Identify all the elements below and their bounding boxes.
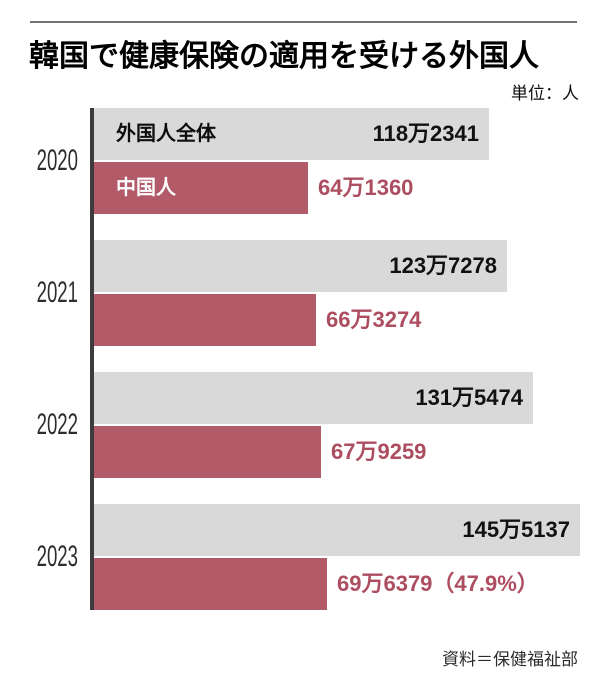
total-bar xyxy=(94,504,580,556)
total-bar-row: 123万7278 xyxy=(94,240,600,292)
chinese-bar xyxy=(94,294,316,346)
chinese-value-label: 69万6379（47.9%） xyxy=(337,571,539,596)
chinese-value-label: 64万1360 xyxy=(318,175,414,200)
chinese-bar xyxy=(94,162,308,214)
unit-label: 単位：人 xyxy=(511,84,579,103)
year-label: 2020 xyxy=(36,144,78,177)
chart-title: 韓国で健康保険の適用を受ける外国人 xyxy=(29,40,539,73)
bar-group-2022: 2022 131万5474 67万9259 xyxy=(0,372,600,478)
year-label: 2022 xyxy=(36,408,78,441)
chinese-value-label: 67万9259 xyxy=(331,439,427,464)
total-bar xyxy=(94,372,533,424)
year-label: 2021 xyxy=(36,276,78,309)
bar-group-2021: 2021 123万7278 66万3274 xyxy=(0,240,600,346)
chinese-bar-row: 67万9259 xyxy=(94,426,600,478)
source-label: 資料＝保健福祉部 xyxy=(442,650,578,669)
bar-chart: 2020 外国人全体 118万2341 中国人 64万1360 2021 123万7278 6… xyxy=(0,108,600,618)
chinese-bar-row: 69万6379（47.9%） xyxy=(94,558,600,610)
chinese-bar xyxy=(94,558,327,610)
total-bar xyxy=(94,108,489,160)
total-bar-row: 外国人全体 118万2341 xyxy=(94,108,600,160)
chinese-bar xyxy=(94,426,321,478)
total-value-label: 123万7278 xyxy=(389,253,497,278)
year-label: 2023 xyxy=(36,540,78,573)
bar-group-2020: 2020 外国人全体 118万2341 中国人 64万1360 xyxy=(0,108,600,214)
total-value-label: 118万2341 xyxy=(372,121,479,146)
chinese-bar-row: 66万3274 xyxy=(94,294,600,346)
axis-line xyxy=(90,108,94,610)
series-label-chinese: 中国人 xyxy=(116,177,176,199)
top-rule xyxy=(30,21,577,23)
chinese-value-label: 66万3274 xyxy=(326,307,422,332)
total-bar-row: 145万5137 xyxy=(94,504,600,556)
total-value-label: 131万5474 xyxy=(415,385,523,410)
bar-group-2023: 2023 145万5137 69万6379（47.9%） xyxy=(0,504,600,610)
chinese-bar-row: 中国人 64万1360 xyxy=(94,162,600,214)
total-value-label: 145万5137 xyxy=(462,517,570,542)
series-label-total: 外国人全体 xyxy=(116,123,216,145)
total-bar xyxy=(94,240,507,292)
total-bar-row: 131万5474 xyxy=(94,372,600,424)
